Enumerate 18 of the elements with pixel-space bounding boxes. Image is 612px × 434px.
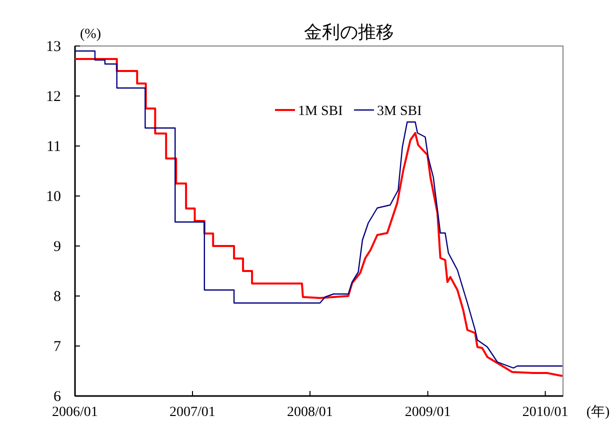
- x-axis-title: (年): [586, 404, 610, 420]
- x-tick-label: 2007/01: [170, 405, 216, 420]
- y-axis-title: (%): [80, 27, 102, 42]
- x-tick-label: 2006/01: [52, 405, 98, 420]
- y-tick-label: 6: [54, 389, 62, 405]
- chart-title: 金利の推移: [304, 22, 394, 43]
- y-tick-label: 9: [54, 239, 61, 255]
- legend-label: 1M SBI: [298, 104, 344, 119]
- y-tick-label: 13: [46, 39, 61, 55]
- x-tick-label: 2010/01: [522, 405, 568, 420]
- y-tick-label: 10: [46, 189, 61, 205]
- y-tick-label: 12: [46, 89, 61, 105]
- y-tick-label: 7: [54, 339, 62, 355]
- x-tick-label: 2008/01: [287, 405, 333, 420]
- y-tick-label: 11: [46, 139, 61, 155]
- legend-label: 3M SBI: [377, 104, 422, 119]
- y-tick-label: 8: [54, 289, 61, 305]
- x-tick-label: 2009/01: [404, 405, 451, 420]
